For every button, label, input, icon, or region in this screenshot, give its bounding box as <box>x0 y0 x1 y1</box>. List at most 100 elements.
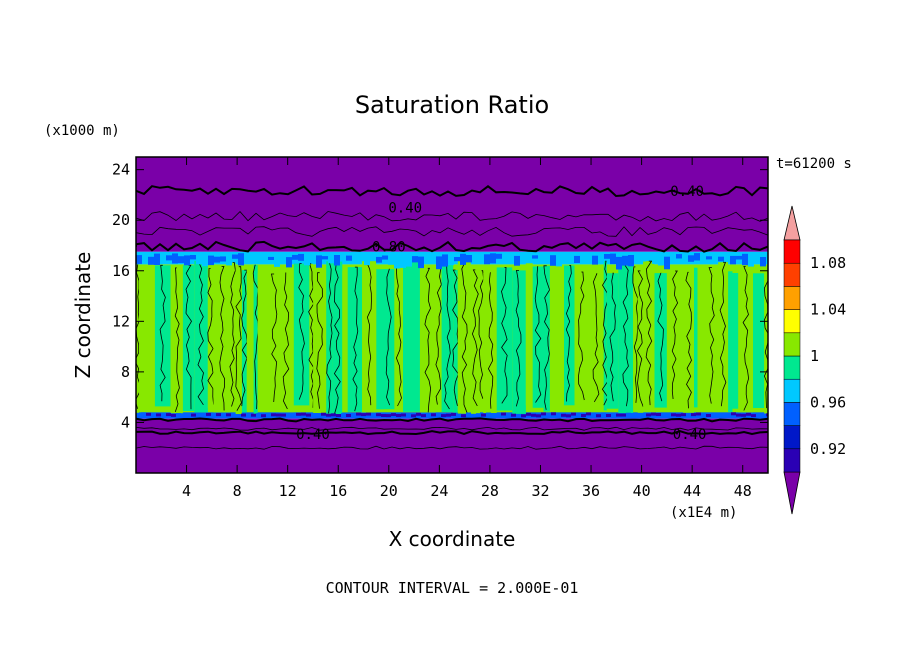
cloud-base-edge <box>251 413 256 417</box>
cloud-streak <box>534 266 542 403</box>
cloud-base-edge <box>266 412 271 416</box>
cloud-base-edge <box>501 412 506 416</box>
cloud-base-edge <box>391 413 396 417</box>
cloud-base-edge <box>746 412 751 416</box>
cloud-base-edge <box>176 413 181 417</box>
cloud-streak <box>333 261 341 414</box>
cloud-base-edge <box>166 413 171 417</box>
cloud-plume <box>728 271 733 412</box>
cloud-base-edge <box>191 413 196 417</box>
cloud-top-edge <box>346 255 352 261</box>
cloud-top-edge <box>496 253 502 259</box>
colorbar-bin <box>783 262 801 287</box>
cloud-streak <box>298 263 305 400</box>
cloud-top-edge <box>256 254 262 262</box>
cloud-base-edge <box>716 412 721 416</box>
time-label: t=61200 s <box>776 156 852 172</box>
cloud-base-edge <box>561 413 566 417</box>
cloud-plume <box>182 265 195 411</box>
cloud-streak <box>515 270 522 407</box>
cloud-base-edge <box>151 412 156 416</box>
cloud-top-edge <box>688 255 694 262</box>
contour-line <box>136 445 768 450</box>
x-axis-label: X coordinate <box>389 527 516 551</box>
contour-label: 0.40 <box>670 184 704 200</box>
colorbar-bin <box>783 378 801 403</box>
cloud-top-edge <box>298 253 304 261</box>
cloud-top-edge <box>628 255 634 267</box>
cloud-streak <box>609 272 616 402</box>
cloud-streak <box>219 266 226 411</box>
cloud-top-edge <box>586 254 592 261</box>
cloud-plume <box>732 273 739 409</box>
contour-label: 0.40 <box>673 427 707 443</box>
cloud-streak <box>444 264 451 410</box>
cloud-base-edge <box>656 413 661 416</box>
x-axis: 4 8 12 16 20 24 28 32 36 40 44 48 <box>182 157 752 500</box>
cloud-base-edge <box>756 413 761 417</box>
cloud-base-edge <box>196 413 201 417</box>
cloud-base-edge <box>626 412 631 416</box>
cloud-base-edge <box>226 413 231 417</box>
cloud-streak <box>671 270 679 400</box>
cloud-plume <box>313 272 327 413</box>
cloud-top-edge <box>472 257 478 263</box>
cloud-top-edge <box>550 255 556 266</box>
cloud-base-edge <box>356 412 361 416</box>
cloud-top-edge <box>292 254 298 260</box>
cloud-top-edge <box>736 255 742 260</box>
cloud-base-edge <box>326 413 331 417</box>
cloud-streak <box>543 265 551 410</box>
cloud-plume <box>309 263 313 409</box>
colorbar-bin <box>783 425 801 450</box>
cloud-streak <box>478 270 485 399</box>
cloud-plume <box>480 270 484 406</box>
y-tick-label: 24 <box>112 161 130 179</box>
cloud-plume <box>764 272 768 415</box>
cloud-streak <box>197 260 204 406</box>
y-tick-label: 16 <box>112 262 130 280</box>
cloud-streak <box>719 261 727 407</box>
cloud-base-edge <box>201 413 206 417</box>
cloud-top-edge <box>760 257 766 267</box>
cloud-base-edge <box>181 414 186 417</box>
cloud-plume <box>697 271 706 410</box>
cloud-top-edge <box>640 255 646 262</box>
cloud-plume <box>170 267 183 414</box>
cloud-base-edge <box>591 413 596 417</box>
cloud-top-edge <box>166 255 172 261</box>
cloud-top-edge <box>202 255 208 267</box>
cloud-top-edge <box>556 255 562 267</box>
cloud-base-edge <box>426 414 431 417</box>
cloud-plume <box>532 266 544 408</box>
cloud-base-edge <box>761 413 766 417</box>
x-tick-label: 40 <box>633 482 651 500</box>
cloud-plume <box>293 263 310 406</box>
cloud-top-edge <box>682 253 688 262</box>
cloud-top-edge <box>220 256 226 262</box>
cloud-base-edge <box>481 413 486 417</box>
cloud-plume <box>257 273 270 407</box>
cloud-top-edge <box>400 256 406 268</box>
cloud-plume <box>694 267 698 408</box>
cloud-plume <box>683 272 694 413</box>
colorbar-label: 0.96 <box>810 393 846 411</box>
cloud-base-edge <box>496 413 501 417</box>
cloud-plume <box>654 273 667 408</box>
cloud-plume <box>342 271 348 413</box>
cloud-top-edge <box>694 253 700 261</box>
x-tick-label: 48 <box>734 482 752 500</box>
cloud-plume <box>383 269 395 410</box>
cloud-top-edge <box>154 253 160 265</box>
cloud-base-edge <box>566 414 571 418</box>
x-tick-label: 8 <box>233 482 242 500</box>
colorbar-bin <box>783 448 801 473</box>
cloud-base-edge <box>571 412 576 416</box>
cloud-base-edge <box>136 414 141 418</box>
cloud-streak <box>565 265 572 402</box>
cloud-streak <box>435 268 442 405</box>
cloud-plume <box>269 274 279 406</box>
colorbar-label: 0.92 <box>810 440 846 458</box>
cloud-top-edge <box>766 253 768 263</box>
cloud-top-edge <box>310 254 316 263</box>
